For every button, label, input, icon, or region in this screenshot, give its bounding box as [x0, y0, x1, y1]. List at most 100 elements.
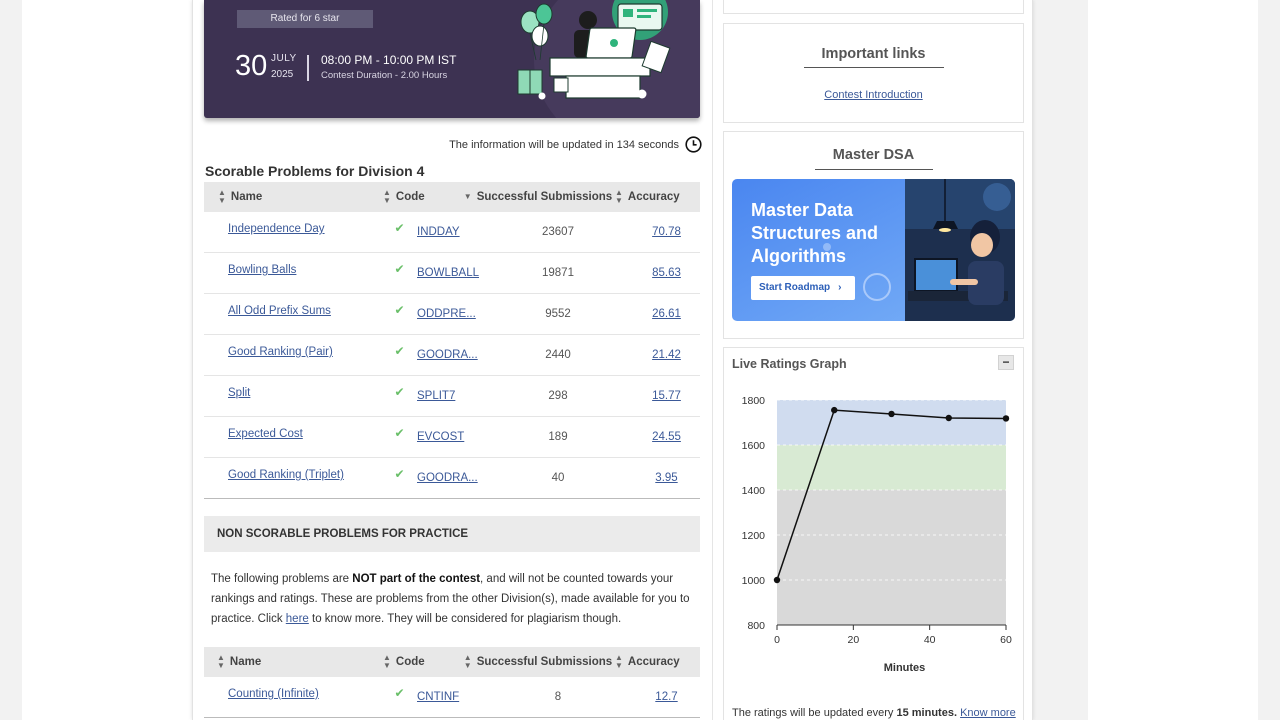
- accuracy-link[interactable]: 70.78: [652, 226, 681, 238]
- rating-point: [888, 410, 895, 418]
- y-tick-label: 1400: [742, 485, 766, 497]
- accuracy-link[interactable]: 26.61: [652, 308, 681, 320]
- problem-name-link[interactable]: Split: [228, 387, 251, 399]
- accuracy-cell: 21.42: [633, 349, 700, 361]
- solved-check-icon: ✔: [394, 262, 405, 276]
- accuracy-cell: 12.7: [633, 691, 700, 703]
- solved-check-icon: ✔: [394, 385, 405, 399]
- problem-name-link[interactable]: Counting (Infinite): [228, 688, 319, 700]
- problem-name-link[interactable]: Bowling Balls: [228, 264, 297, 276]
- sort-name-header[interactable]: ▲ ▼ Name: [218, 188, 263, 205]
- contest-introduction-link[interactable]: Contest Introduction: [824, 89, 923, 101]
- sort-icon: ▲ ▼: [615, 188, 623, 205]
- accuracy-cell: 85.63: [633, 267, 700, 279]
- accuracy-link[interactable]: 21.42: [652, 349, 681, 361]
- solved-check-icon: ✔: [394, 426, 405, 440]
- successful-submissions: 23607: [542, 226, 574, 238]
- rating-point: [945, 414, 952, 422]
- problem-code-link[interactable]: ODDPRE...: [417, 308, 476, 320]
- problem-name-cell: Counting (Infinite): [204, 677, 382, 700]
- sort-code-header[interactable]: ▲ ▼ Code: [383, 188, 425, 205]
- successful-submissions: 9552: [545, 308, 571, 320]
- sort-icon: ▲ ▼: [615, 653, 623, 670]
- ratings-update-note: The ratings will be updated every 15 min…: [732, 707, 1016, 719]
- accuracy-link[interactable]: 3.95: [655, 472, 678, 484]
- contest-duration: Contest Duration - 2.00 Hours: [321, 70, 448, 81]
- here-link[interactable]: here: [285, 613, 309, 625]
- successful-submissions: 2440: [545, 349, 571, 361]
- problem-code-link[interactable]: EVCOST: [417, 431, 465, 443]
- nonscorable-title: NON SCORABLE PROBLEMS FOR PRACTICE: [204, 516, 700, 552]
- right-margin: [1088, 0, 1258, 720]
- rated-badge: Rated for 6 star: [237, 10, 373, 28]
- problem-code-link[interactable]: GOODRA...: [417, 349, 478, 361]
- collapse-button[interactable]: −: [998, 355, 1014, 370]
- problem-name-cell: All Odd Prefix Sums: [204, 294, 382, 317]
- sort-icon: ▲ ▼: [218, 188, 226, 205]
- solved-check-icon: ✔: [394, 344, 405, 358]
- contest-banner: Rated for 6 star 30 JULY 2025 08:00 PM -…: [204, 0, 700, 118]
- rating-band: [777, 400, 1006, 445]
- problem-name-cell: Independence Day: [204, 212, 382, 235]
- problem-code-link[interactable]: BOWLBALL: [417, 267, 479, 279]
- problem-code-link[interactable]: GOODRA...: [417, 472, 478, 484]
- problem-code-link[interactable]: SPLIT7: [417, 390, 456, 402]
- problem-name-link[interactable]: All Odd Prefix Sums: [228, 305, 331, 317]
- master-dsa-card: Master DSA Master Data: [723, 131, 1024, 339]
- promo-heading: Master Data Structures and Algorithms: [751, 200, 879, 266]
- sort-icon: ▲ ▼: [463, 653, 472, 670]
- important-links-card: Important links Contest Introduction: [723, 23, 1024, 123]
- sort-subs-header[interactable]: ▼ Successful Submissions: [463, 191, 613, 203]
- promo-background: [732, 179, 1015, 321]
- y-tick-label: 1200: [742, 530, 766, 542]
- banner-illustration: [517, 0, 671, 100]
- table-header: ▲ ▼ Name ▲ ▼ Code ▼ Successful Submissions ▲ ▼…: [204, 182, 700, 212]
- update-notice-text: The information will be updated in 134 s…: [449, 138, 679, 151]
- title-underline: [814, 169, 933, 170]
- accuracy-link[interactable]: 85.63: [652, 267, 681, 279]
- contest-year: 2025: [271, 69, 294, 80]
- table-row: Expected Cost ✔ EVCOST 189 24.55: [204, 417, 700, 458]
- know-more-link[interactable]: Know more: [960, 707, 1016, 719]
- problem-name-link[interactable]: Independence Day: [228, 223, 325, 235]
- problem-name-link[interactable]: Expected Cost: [228, 428, 303, 440]
- y-tick-label: 800: [747, 620, 765, 632]
- problem-name-cell: Good Ranking (Triplet): [204, 458, 382, 481]
- sort-subs-header[interactable]: ▲ ▼ Successful Submissions: [463, 653, 613, 670]
- table-row: All Odd Prefix Sums ✔ ODDPRE... 9552 26.61: [204, 294, 700, 335]
- title-underline: [803, 67, 944, 68]
- problem-code-cell: SPLIT7: [417, 390, 483, 402]
- dsa-promo-banner[interactable]: Master Data Structures and Algorithms St…: [732, 179, 1015, 321]
- sort-accuracy-header[interactable]: ▲ ▼ Accuracy: [615, 188, 680, 205]
- successful-submissions: 40: [551, 472, 565, 484]
- sort-icon: ▲ ▼: [383, 653, 391, 670]
- sort-accuracy-header[interactable]: ▲ ▼ Accuracy: [615, 653, 680, 670]
- table-row: Bowling Balls ✔ BOWLBALL 19871 85.63: [204, 253, 700, 294]
- problem-name-link[interactable]: Good Ranking (Triplet): [228, 469, 344, 481]
- problem-code-cell: BOWLBALL: [417, 267, 483, 279]
- problem-code-link[interactable]: CNTINF: [417, 691, 460, 703]
- sort-code-header[interactable]: ▲ ▼ Code: [383, 653, 425, 670]
- scorable-title: Scorable Problems for Division 4: [205, 163, 425, 179]
- accuracy-cell: 26.61: [633, 308, 700, 320]
- rating-band: [777, 490, 1006, 625]
- x-tick-label: 0: [774, 634, 780, 646]
- accuracy-link[interactable]: 12.7: [655, 691, 678, 703]
- problem-code-cell: GOODRA...: [417, 472, 483, 484]
- y-tick-label: 1800: [742, 395, 766, 407]
- nonscorable-table: ▲ ▼ Name ▲ ▼ Code ▲ ▼ Successful Submissions ▲…: [204, 647, 700, 718]
- sort-name-header[interactable]: ▲ ▼ Name: [217, 653, 262, 670]
- problem-code-link[interactable]: INDDAY: [417, 226, 460, 238]
- accuracy-cell: 3.95: [633, 472, 700, 484]
- x-axis-label: Minutes: [884, 662, 926, 674]
- accuracy-link[interactable]: 15.77: [652, 390, 681, 402]
- problem-name-link[interactable]: Good Ranking (Pair): [228, 346, 333, 358]
- problem-code-cell: CNTINF: [417, 691, 483, 703]
- solved-check-icon: ✔: [394, 221, 405, 235]
- ratings-chart: 800 1000 1200 1400 1600 1800 0 20 40 60 Minutes: [742, 395, 1012, 674]
- problem-code-cell: INDDAY: [417, 226, 483, 238]
- accuracy-link[interactable]: 24.55: [652, 431, 681, 443]
- successful-submissions: 19871: [542, 267, 574, 279]
- start-roadmap-button[interactable]: Start Roadmap ›: [751, 276, 855, 300]
- problem-name-cell: Split: [204, 376, 382, 399]
